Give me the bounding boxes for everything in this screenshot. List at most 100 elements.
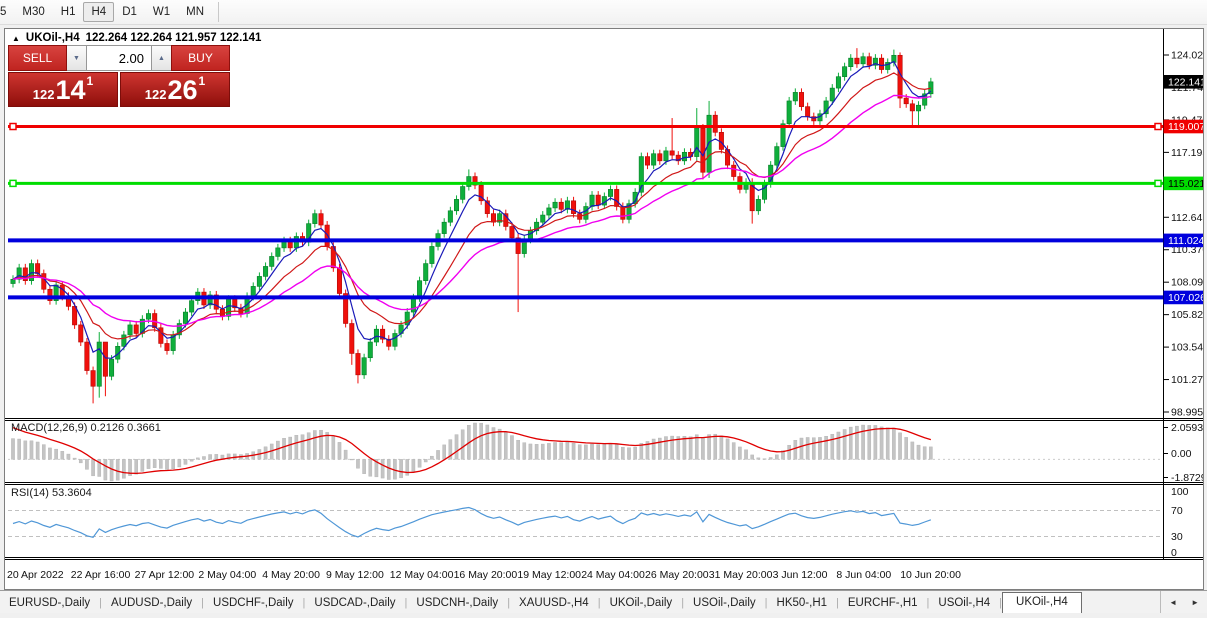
chart-title: ▲ UKOil-,H4 122.264 122.264 121.957 122.… <box>12 32 261 44</box>
macd-histogram <box>11 422 933 482</box>
chart-window: 124.020121.745119.470117.195112.645110.3… <box>4 28 1207 590</box>
price-box-label: 115.021 <box>1168 178 1203 190</box>
symbol-tab-usdchfdaily[interactable]: USDCHF-,Daily <box>213 597 294 609</box>
timeframe-button-h1[interactable]: H1 <box>60 6 76 18</box>
bid-big-digits: 14 <box>55 75 86 106</box>
volume-decrease-button[interactable]: ▼ <box>67 45 87 71</box>
macd-scale-label: -1.8729 <box>1171 472 1203 484</box>
symbol-tab-hk50h1[interactable]: HK50-,H1 <box>776 597 828 609</box>
time-axis-label: 27 Apr 12:00 <box>135 569 195 581</box>
rsi-scale-label: 30 <box>1171 531 1183 543</box>
timeframe-button-h4[interactable]: H4 <box>83 2 115 22</box>
price-tick-label: 110.370 <box>1171 244 1203 256</box>
macd-signal-line <box>12 426 932 475</box>
tab-separator: | <box>404 597 408 609</box>
chart-symbol-label: UKOil-,H4 <box>25 32 80 44</box>
rsi-line <box>12 506 932 538</box>
symbol-tab-usdcaddaily[interactable]: USDCAD-,Daily <box>314 597 396 609</box>
time-axis-label: 4 May 20:00 <box>262 569 320 581</box>
symbol-tab-usoildaily[interactable]: USOil-,Daily <box>693 597 756 609</box>
tab-separator: | <box>836 597 839 609</box>
price-tick-label: 124.020 <box>1171 50 1203 62</box>
time-axis-label: 19 May 12:00 <box>517 569 581 581</box>
bid-prefix: 122 <box>32 87 55 102</box>
volume-input[interactable]: 2.00 <box>87 45 152 71</box>
symbol-tab-xauusdh4[interactable]: XAUUSD-,H4 <box>519 597 589 609</box>
time-axis-label: 10 Jun 20:00 <box>900 569 961 581</box>
time-axis-label: 16 May 20:00 <box>454 569 518 581</box>
price-tick-label: 108.095 <box>1171 277 1203 289</box>
hline-marker[interactable] <box>1154 179 1162 188</box>
bid-price-panel[interactable]: 122 14 1 <box>8 72 118 107</box>
symbol-tab-active-ukoilh4[interactable]: UKOil-,H4 <box>1002 592 1082 613</box>
time-axis-label: 8 Jun 04:00 <box>836 569 891 581</box>
ask-big-digits: 26 <box>167 75 198 106</box>
ma-line-24 <box>12 94 931 327</box>
timeframe-button-d1[interactable]: D1 <box>122 6 137 18</box>
rsi-indicator-label: RSI(14) 53.3604 <box>11 487 92 499</box>
sell-button[interactable]: SELL <box>8 45 67 71</box>
chart-ohlc-values: 122.264 122.264 121.957 122.141 <box>85 32 262 44</box>
time-axis-label: 2 May 04:00 <box>198 569 256 581</box>
symbol-tab-eurusddaily[interactable]: EURUSD-,Daily <box>9 597 91 609</box>
tab-scroll-controls: ◄ ► <box>1160 591 1207 613</box>
volume-increase-button[interactable]: ▲ <box>152 45 171 71</box>
symbol-tab-usoilh4[interactable]: USOil-,H4 <box>938 597 991 609</box>
symbol-tab-bar: EURUSD-,Daily | AUDUSD-,Daily | USDCHF-,Dail… <box>0 590 1207 613</box>
price-tick-label: 105.820 <box>1171 309 1203 321</box>
price-tick-label: 101.270 <box>1171 374 1203 386</box>
macd-scale-label: 2.0593 <box>1171 422 1203 434</box>
time-axis-label: 26 May 20:00 <box>645 569 709 581</box>
rsi-scale-label: 100 <box>1171 486 1189 498</box>
tab-separator: | <box>507 597 511 609</box>
price-axis-boxes: 122.141 119.007 115.021 111.024 107.026 <box>1163 75 1206 305</box>
time-axis-label: 24 May 04:00 <box>581 569 645 581</box>
tab-separator: | <box>681 597 685 609</box>
hline-marker[interactable] <box>9 179 17 188</box>
timeframe-toolbar: 5 M30 H1 H4 D1 W1 MN <box>0 0 1207 25</box>
price-box-label: 107.026 <box>1168 292 1203 304</box>
symbol-tab-audusddaily[interactable]: AUDUSD-,Daily <box>111 597 193 609</box>
ask-prefix: 122 <box>144 87 167 102</box>
ask-superscript: 1 <box>198 74 206 88</box>
buy-button[interactable]: BUY <box>171 45 230 71</box>
timeframe-button-m30[interactable]: M30 <box>22 6 45 18</box>
time-axis-label: 12 May 04:00 <box>390 569 454 581</box>
hline-marker[interactable] <box>9 122 17 131</box>
price-box-label: 111.024 <box>1168 235 1203 247</box>
tab-scroll-left-icon[interactable]: ◄ <box>1169 597 1178 607</box>
macd-scale-label: 0.00 <box>1171 448 1192 460</box>
ask-price-panel[interactable]: 122 26 1 <box>120 72 230 107</box>
bid-superscript: 1 <box>86 74 94 88</box>
timeframe-button-w1[interactable]: W1 <box>152 6 171 18</box>
price-tick-label: 112.645 <box>1171 212 1203 224</box>
macd-scale: 2.0593 0.00 -1.8729 <box>1163 422 1207 484</box>
timeframe-button-mn[interactable]: MN <box>186 6 205 18</box>
ma-line-5 <box>12 60 932 359</box>
timeframe-button-5[interactable]: 5 <box>0 6 7 18</box>
tab-separator: | <box>597 597 601 609</box>
hline-marker[interactable] <box>1154 122 1162 131</box>
time-axis-label: 9 May 12:00 <box>326 569 384 581</box>
symbol-tab-eurchfh1[interactable]: EURCHF-,H1 <box>847 597 918 609</box>
price-box-label: 119.007 <box>1168 121 1203 133</box>
price-tick-label: 98.995 <box>1171 407 1203 419</box>
macd-indicator-label: MACD(12,26,9) 0.2126 0.3661 <box>11 422 161 434</box>
tab-separator: | <box>764 597 768 609</box>
tab-scroll-right-icon[interactable]: ► <box>1191 597 1199 607</box>
price-tick-label: 103.545 <box>1171 342 1203 354</box>
symbol-tab-ukoildaily[interactable]: UKOil-,Daily <box>609 597 673 609</box>
tab-separator: | <box>926 597 930 609</box>
price-tick-label: 117.195 <box>1171 147 1203 159</box>
symbol-tab-usdcnhdaily[interactable]: USDCNH-,Daily <box>416 597 499 609</box>
chart-canvas[interactable]: 124.020121.745119.470117.195112.645110.3… <box>5 29 1207 589</box>
price-box-label: 122.141 <box>1168 76 1203 88</box>
one-click-trading-widget: SELL ▼ 2.00 ▲ BUY 122 14 1 122 26 1 <box>8 45 230 107</box>
collapse-arrow-icon[interactable]: ▲ <box>12 33 20 43</box>
tab-separator: | <box>201 597 205 609</box>
time-axis-label: 20 Apr 2022 <box>7 569 64 581</box>
time-axis: 20 Apr 2022 22 Apr 16:00 27 Apr 12:00 2 May… <box>7 569 961 581</box>
time-axis-label: 22 Apr 16:00 <box>71 569 131 581</box>
rsi-scale-label: 70 <box>1171 505 1183 517</box>
